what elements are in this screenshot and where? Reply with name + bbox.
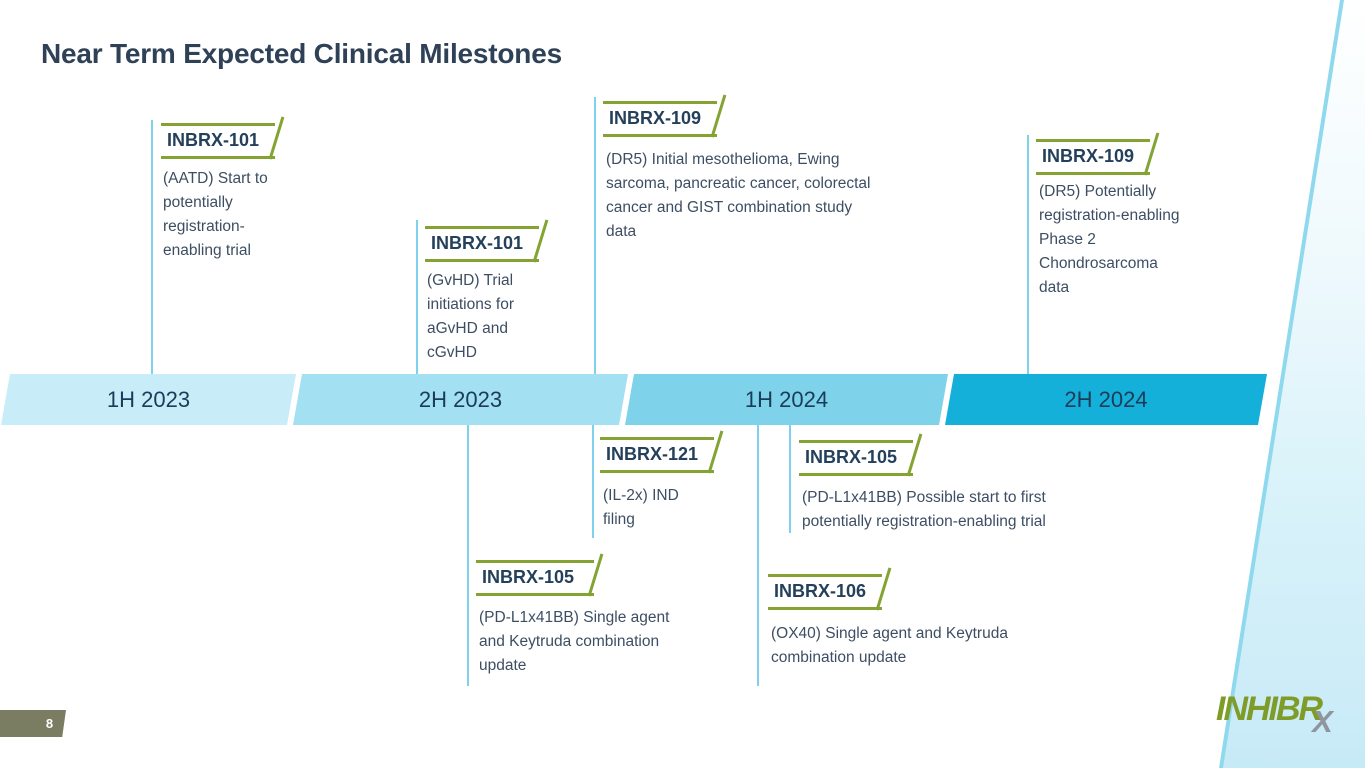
milestone-code: INBRX-106 xyxy=(774,581,867,601)
connector-line xyxy=(151,120,153,375)
connector-line xyxy=(467,425,469,686)
milestone-code: INBRX-101 xyxy=(167,130,260,150)
connector-line xyxy=(592,425,594,538)
milestone-code: INBRX-101 xyxy=(431,233,524,253)
connector-line xyxy=(1027,135,1029,375)
timeline-label: 2H 2024 xyxy=(1064,387,1148,412)
milestone-tag-inbrx-109-chondrosarcoma: INBRX-109 xyxy=(1036,139,1150,175)
milestone-tag-inbrx-105-trial-start: INBRX-105 xyxy=(799,440,913,476)
milestone-tag-inbrx-101-gvhd: INBRX-101 xyxy=(425,226,539,262)
timeline-segment-2h-2023: 2H 2023 xyxy=(293,374,628,425)
connector-line xyxy=(416,220,418,375)
connector-line xyxy=(789,425,791,533)
logo-rx-x: X xyxy=(1312,704,1333,739)
milestone-tag-inbrx-101-aatd: INBRX-101 xyxy=(161,123,275,159)
milestone-code: INBRX-105 xyxy=(805,447,898,467)
milestone-description: (AATD) Start to potentially registration… xyxy=(163,170,268,259)
page-title: Near Term Expected Clinical Milestones xyxy=(41,38,562,69)
milestone-description: (DR5) Potentially registration-enabling … xyxy=(1039,183,1180,296)
timeline-segment-1h-2024: 1H 2024 xyxy=(625,374,948,425)
milestone-code: INBRX-121 xyxy=(606,444,699,464)
milestone-code: INBRX-109 xyxy=(1042,146,1135,166)
milestone-description: (DR5) Initial mesothelioma, Ewing sarcom… xyxy=(606,151,871,240)
connector-line xyxy=(594,97,596,375)
milestone-code: INBRX-109 xyxy=(609,108,702,128)
milestone-code: INBRX-105 xyxy=(482,567,575,587)
timeline-segment-1h-2023: 1H 2023 xyxy=(1,374,296,425)
logo-wordmark: INHIBR xyxy=(1216,690,1323,728)
milestone-description: (IL-2x) IND filing xyxy=(603,487,679,528)
connector-line xyxy=(757,425,759,686)
timeline-label: 2H 2023 xyxy=(418,387,503,412)
timeline-label: 1H 2023 xyxy=(106,387,191,412)
milestone-tag-inbrx-105-update: INBRX-105 xyxy=(476,560,594,596)
milestone-description: (OX40) Single agent and Keytruda combina… xyxy=(771,625,1008,666)
milestone-tag-inbrx-121: INBRX-121 xyxy=(600,437,714,473)
milestone-tag-inbrx-106: INBRX-106 xyxy=(768,574,882,610)
inhibrx-logo: INHIBRX xyxy=(1216,690,1333,739)
milestone-tag-inbrx-109-combination: INBRX-109 xyxy=(603,101,717,137)
milestone-description: (PD-L1x41BB) Single agent and Keytruda c… xyxy=(479,609,670,674)
timeline-label: 1H 2024 xyxy=(744,387,829,412)
page-number: 8 xyxy=(45,716,54,731)
page-number-badge: 8 xyxy=(0,710,66,737)
milestone-description: (GvHD) Trial initiations for aGvHD and c… xyxy=(427,272,515,361)
milestone-description: (PD-L1x41BB) Possible start to first pot… xyxy=(802,489,1046,530)
timeline-segment-2h-2024: 2H 2024 xyxy=(945,374,1267,425)
